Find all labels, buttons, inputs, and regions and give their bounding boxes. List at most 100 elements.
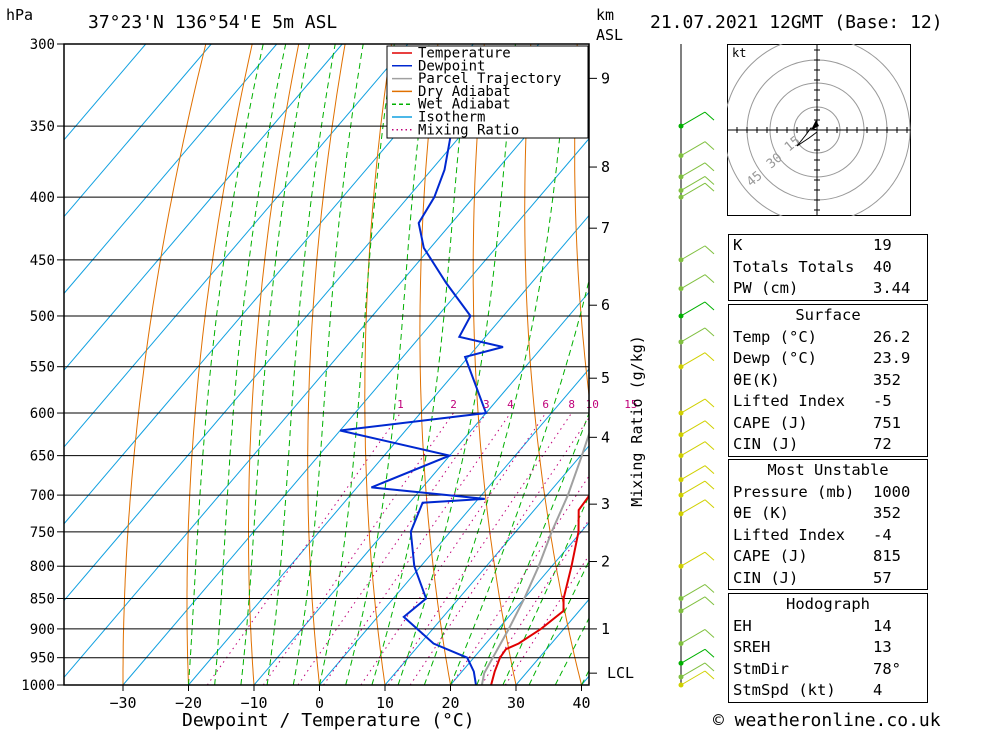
isotherm-line [384,445,589,685]
legend-label: Temperature [418,46,511,62]
legend-label: Isotherm [418,110,485,126]
x-tick-label: 0 [315,694,324,712]
wind-barb-shaft [680,162,706,178]
mu-row-li: Lifted Index -4 [733,525,892,544]
pressure-tick-label: 800 [30,559,55,575]
asl-unit-label: ASL [596,26,624,44]
wind-barb-feather [704,327,715,337]
wind-barb-shaft [680,551,706,567]
wind-barb-shaft [680,176,706,191]
wind-barb-feather [704,162,715,172]
most-unstable-table: Most Unstable Pressure (mb) 1000 θE (K) 35… [728,459,928,590]
isotherm-line [188,214,589,685]
km-tick-label: 6 [601,296,610,314]
mixing-ratio-label: 3 [483,398,490,411]
pressure-tick-label: 1000 [21,678,55,694]
chart-series [339,78,589,685]
wind-barb-shaft [680,670,706,686]
x-axis-title: Dewpoint / Temperature (°C) [182,710,475,731]
chart-grid [64,44,589,685]
wind-barb-feather [704,584,715,593]
hodograph-table: Hodograph EH 14 SREH 13 StmDir 78° StmSpd (… [728,593,928,703]
wind-barb-shaft [680,327,706,343]
pressure-tick-label: 850 [30,591,55,607]
mixing-ratio-label: 15 [624,398,637,411]
index-row-totals: Totals Totals 40 [733,257,892,276]
wet-adiabat-line [240,44,310,685]
pressure-tick-label: 350 [30,119,55,135]
mu-row-pressure: Pressure (mb) 1000 [733,482,911,501]
credit-link[interactable]: © weatheronline.co.uk [713,710,941,731]
mixing-ratio-line [297,412,487,685]
mu-row-cin: CIN (J) 57 [733,568,892,587]
surface-row-thetae: θE(K) 352 [733,370,901,389]
hodo-title: Hodograph [786,595,870,613]
isotherm-line [253,291,589,685]
indices-top-table: K 19 Totals Totals 40 PW (cm) 3.44 [728,234,928,301]
mixing-ratio-line [206,412,401,685]
index-row-k: K 19 [733,236,892,254]
surface-row-cin: CIN (J) 72 [733,435,892,453]
legend-label: Mixing Ratio [418,122,519,138]
x-tick-label: 30 [507,694,525,712]
mixing-ratio-line [409,416,589,685]
surface-table: Surface Temp (°C) 26.2 Dewp (°C) 23.9 θE(K… [728,304,928,457]
skew-t-chart: 1234681015202530035040045050055060065070… [21,37,637,712]
legend-label: Dry Adiabat [418,84,511,100]
km-tick-label: 7 [601,219,610,237]
x-tick-label: 40 [572,694,590,712]
wind-barb-shaft [680,245,706,261]
wind-barb-shaft [680,420,706,436]
dry-adiabat-line [248,44,300,685]
wind-barb-shaft [680,274,706,290]
wind-barb-shaft [680,441,706,457]
km-tick-label: LCL [607,664,634,682]
isotherm-line [122,137,589,685]
wind-barb-shaft [680,596,706,612]
surface-row-dewp: Dewp (°C) 23.9 [733,349,911,367]
wind-barb-feather [704,352,715,362]
isotherm-line [64,61,589,679]
wind-barb-feather [704,420,715,430]
series-temperature [490,493,589,685]
mixing-ratio-axis-title: Mixing Ratio (g/kg) [628,335,646,507]
mixing-ratio-label: 6 [542,398,549,411]
isotherm-line [64,44,278,295]
isotherm-line [64,44,147,141]
km-tick-label: 5 [601,369,610,387]
wind-barb-feather [704,245,715,255]
km-tick-label: 4 [601,428,610,446]
wind-barb-feather [704,398,715,408]
isotherm-line [64,44,474,525]
mixing-ratio-line [480,518,589,685]
mixing-ratio-label: 1 [397,398,404,411]
mixing-ratio-line [504,554,589,685]
isotherm-line [450,521,589,685]
wind-barb-feather [704,301,715,311]
legend-box [386,45,589,139]
hodograph-unit: kt [732,46,746,60]
mu-row-cape: CAPE (J) 815 [733,547,901,565]
pressure-tick-label: 700 [30,488,55,504]
wind-barb-feather [704,648,715,658]
mixing-ratio-label: 8 [568,398,575,411]
wind-barb-shaft [680,398,706,414]
x-tick-label: −20 [175,694,202,712]
wind-barb-shaft [680,648,706,664]
wind-barb-shaft [680,182,706,198]
legend-label: Dewpoint [418,58,485,74]
dry-adiabat-line [524,44,582,685]
isotherm-line [64,44,540,602]
hodo-row-sreh: SREH 13 [733,638,892,656]
x-tick-label: −30 [109,694,136,712]
wind-barb-shaft [680,301,706,317]
pressure-tick-label: 400 [30,190,55,206]
wind-barb-feather [704,629,715,638]
isotherm-line [64,44,212,218]
wet-adiabat-line [266,44,336,685]
wind-barb-feather [704,596,715,606]
surface-row-li: Lifted Index -5 [733,392,892,410]
storm-motion-marker [811,120,819,130]
pressure-tick-label: 300 [30,37,55,53]
